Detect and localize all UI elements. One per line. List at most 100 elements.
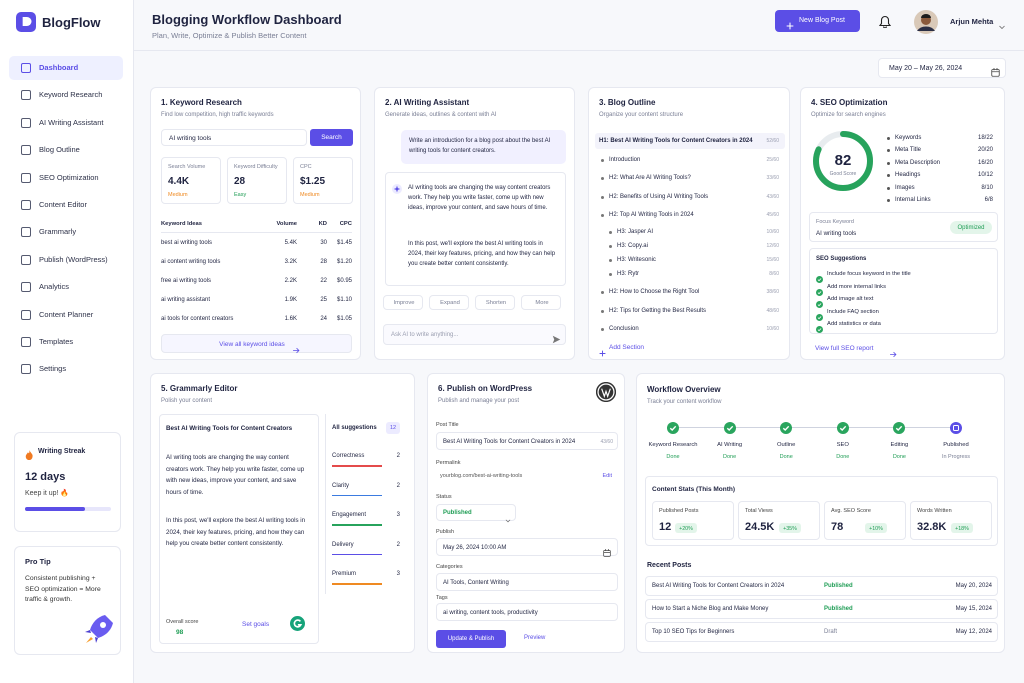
doc-title: Best AI Writing Tools for Content Creato… [166, 425, 293, 432]
field[interactable]: Best AI Writing Tools for Content Creato… [436, 432, 618, 450]
nav-item[interactable]: Templates [9, 330, 123, 354]
field[interactable]: May 26, 2024 10:00 AM [436, 538, 618, 557]
table-header: CPC [339, 221, 352, 227]
table-cell: 5.4K [284, 240, 297, 246]
nav-label: SEO Optimization [39, 172, 99, 182]
date-range-label: May 20 – May 26, 2024 [889, 65, 963, 72]
post-date: May 15, 2024 [955, 606, 992, 612]
outline-item: Introduction [609, 157, 641, 163]
card-title: Workflow Overview [647, 385, 721, 394]
outline-count: 48/60 [766, 308, 779, 314]
stat-value: 28 [234, 176, 246, 187]
nav-label: Grammarly [39, 227, 77, 237]
nav-item[interactable]: Settings [9, 357, 123, 381]
edit-link[interactable]: Edit [602, 473, 612, 479]
nav-icon [21, 254, 31, 265]
send-icon-svg [552, 335, 561, 344]
check-dot [887, 137, 890, 140]
tip-card: Pro Tip Consistent publishing + SEO optim… [14, 546, 121, 655]
search-button[interactable]: Search [310, 129, 353, 146]
post-date: May 12, 2024 [955, 629, 992, 635]
nav-item[interactable]: AI Writing Assistant [9, 111, 123, 135]
tip-title: Pro Tip [25, 557, 51, 566]
check-icon-svg [893, 422, 906, 434]
post-row[interactable]: Best AI Writing Tools for Content Creato… [645, 576, 998, 596]
step-status: Done [666, 454, 680, 460]
category-label: Premium [332, 571, 357, 577]
outline-dot [601, 328, 604, 331]
tip-text: Consistent publishing + SEO optimization… [25, 575, 101, 603]
link-label: View all keyword ideas [219, 341, 285, 348]
table-cell: 2.2K [284, 278, 297, 284]
nav-icon [21, 117, 31, 128]
post-title: Top 10 SEO Tips for Beginners [652, 629, 735, 635]
outline-item: H2: Benefits of Using AI Writing Tools [609, 194, 709, 200]
step-status: Done [836, 454, 850, 460]
stat-label: Keyword Difficulty [234, 164, 278, 170]
date-range[interactable]: May 20 – May 26, 2024 [878, 58, 1006, 78]
arrow-icon-svg [890, 351, 897, 358]
action-button[interactable]: More [521, 295, 561, 310]
field[interactable]: ai writing, content tools, productivity [436, 603, 618, 621]
nav-icon [21, 282, 31, 293]
check-icon-svg [780, 422, 793, 434]
check-value: 18/22 [977, 135, 993, 141]
sidebar: BlogFlow Dashboard Keyword Research AI Writ… [0, 0, 134, 683]
wordpress-logo-svg [595, 381, 617, 403]
outline-dot [601, 291, 604, 294]
add-section[interactable]: Add Section [609, 344, 645, 351]
action-button[interactable]: Shorten [475, 295, 515, 310]
change-badge: +10% [865, 523, 887, 533]
nav-item[interactable]: Content Editor [9, 193, 123, 217]
score-ring-svg [813, 131, 873, 191]
nav-item[interactable]: Grammarly [9, 220, 123, 244]
status-select[interactable]: Published [436, 504, 516, 523]
preview-link[interactable]: Preview [524, 635, 546, 641]
step-icon-svg [950, 422, 962, 434]
update-button[interactable]: Update & Publish [436, 630, 506, 648]
stat-tile-label: Total Views [745, 508, 773, 514]
check-label: Headings [895, 172, 921, 179]
nav-label: Content Editor [39, 200, 87, 209]
stat-box: CPC $1.25 Medium [293, 157, 353, 204]
rocket-svg [85, 615, 113, 643]
post-row[interactable]: Top 10 SEO Tips for Beginners Draft May 12… [645, 622, 998, 642]
ask-input[interactable]: Ask AI to write anything... [383, 324, 566, 345]
nav-item[interactable]: Content Planner [9, 303, 123, 327]
check-icon-svg [816, 288, 823, 296]
nav-item[interactable]: Blog Outline [9, 138, 123, 162]
streak-value: 12 days [25, 471, 66, 483]
search-input[interactable]: AI writing tools [161, 129, 307, 146]
nav-item[interactable]: Publish (WordPress) [9, 248, 123, 272]
streak-title: Writing Streak [38, 448, 86, 455]
check-value: 10/12 [977, 172, 993, 179]
document: Best AI Writing Tools for Content Creato… [159, 414, 319, 644]
stat-label: Search Volume [168, 164, 206, 170]
check-icon-svg [816, 313, 823, 321]
action-button[interactable]: Improve [383, 295, 423, 310]
total-value: 12 [389, 425, 397, 431]
ring-arc [813, 131, 873, 191]
check-label: Meta Description [895, 159, 941, 166]
action-button[interactable]: Expand [429, 295, 469, 310]
nav-item[interactable]: Analytics [9, 275, 123, 299]
bell-icon [878, 15, 892, 29]
nav-item[interactable]: SEO Optimization [9, 166, 123, 190]
nav-item[interactable]: Dashboard [9, 56, 123, 80]
field[interactable]: AI Tools, Content Writing [436, 573, 618, 591]
outline-count: 15/60 [766, 257, 779, 263]
post-row[interactable]: How to Start a Niche Blog and Make Money… [645, 599, 998, 619]
nav-item[interactable]: Keyword Research [9, 83, 123, 107]
card: 4. SEO Optimization Optimize for search e… [800, 87, 1005, 360]
seo-report-link[interactable]: View full SEO report [815, 345, 874, 352]
view-keywords-link[interactable]: View all keyword ideas [161, 334, 352, 354]
check-icon [893, 421, 906, 434]
stat-tile: Words Written 32.8K +18% [910, 501, 992, 540]
check-icon-svg [816, 326, 823, 333]
outline-count: 33/60 [766, 175, 779, 181]
outline-dot [609, 259, 612, 262]
stat-tile-value: 24.5K [745, 521, 775, 533]
set-goals[interactable]: Set goals [242, 621, 270, 628]
new-post-button[interactable]: New Blog Post [775, 10, 860, 32]
